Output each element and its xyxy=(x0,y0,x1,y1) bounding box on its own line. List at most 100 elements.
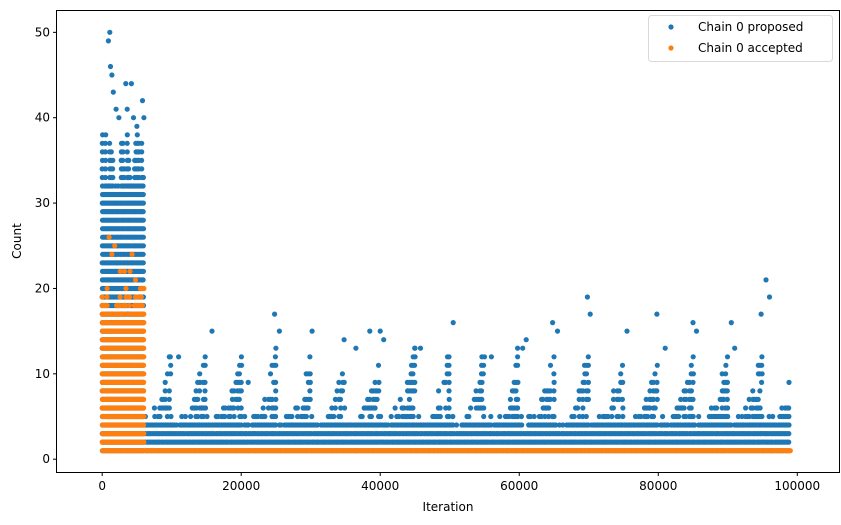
proposed-point xyxy=(245,422,251,428)
proposed-point xyxy=(412,362,418,368)
proposed-point xyxy=(654,311,660,317)
proposed-point xyxy=(107,29,113,35)
proposed-point xyxy=(368,413,374,420)
proposed-point xyxy=(374,396,380,402)
proposed-point xyxy=(141,115,147,121)
accepted-point xyxy=(132,277,139,283)
proposed-point xyxy=(446,362,452,368)
proposed-point xyxy=(436,388,442,394)
proposed-point xyxy=(162,379,168,385)
proposed-point xyxy=(515,379,521,385)
proposed-point xyxy=(222,413,228,420)
proposed-point xyxy=(446,354,452,360)
proposed-point xyxy=(735,413,742,420)
accepted-point xyxy=(141,431,147,437)
accepted-point xyxy=(141,422,147,428)
accepted-point xyxy=(141,337,147,343)
proposed-point xyxy=(478,388,485,394)
proposed-point xyxy=(273,405,279,411)
proposed-point xyxy=(140,226,147,232)
accepted-point xyxy=(141,311,147,317)
accepted-point xyxy=(99,294,105,300)
proposed-point xyxy=(609,413,615,420)
proposed-point xyxy=(786,422,792,428)
proposed-point xyxy=(127,174,133,181)
proposed-point xyxy=(580,396,586,402)
proposed-point xyxy=(585,362,592,368)
proposed-point xyxy=(406,396,412,402)
proposed-point xyxy=(650,396,657,402)
proposed-point xyxy=(690,413,696,420)
proposed-point xyxy=(305,405,311,411)
proposed-point xyxy=(546,413,552,420)
proposed-point xyxy=(647,405,653,411)
proposed-point xyxy=(446,396,452,402)
proposed-point xyxy=(273,379,279,385)
proposed-point xyxy=(652,371,658,377)
proposed-point xyxy=(638,413,644,420)
proposed-point xyxy=(531,413,537,420)
proposed-point xyxy=(202,396,208,402)
proposed-point xyxy=(554,328,561,334)
proposed-point xyxy=(314,422,320,428)
proposed-point xyxy=(139,140,145,146)
proposed-point xyxy=(580,413,586,420)
proposed-point xyxy=(759,371,765,377)
proposed-point xyxy=(481,413,487,420)
proposed-point xyxy=(786,439,792,445)
proposed-point xyxy=(538,413,544,420)
legend: Chain 0 proposed Chain 0 accepted xyxy=(648,15,833,62)
proposed-point xyxy=(513,388,519,394)
legend-label-accepted: Chain 0 accepted xyxy=(698,41,803,55)
proposed-point xyxy=(376,388,382,394)
proposed-point xyxy=(446,388,452,394)
proposed-point xyxy=(107,140,113,146)
proposed-point xyxy=(610,396,617,402)
x-tick-label-0: 0 xyxy=(98,479,106,493)
proposed-point xyxy=(202,388,208,394)
proposed-point xyxy=(388,413,394,420)
proposed-point xyxy=(757,405,763,411)
proposed-point xyxy=(714,405,720,411)
proposed-point xyxy=(723,371,729,377)
proposed-point xyxy=(750,388,756,394)
proposed-point xyxy=(515,396,521,402)
proposed-point xyxy=(446,379,452,385)
proposed-point xyxy=(755,396,761,402)
proposed-point xyxy=(763,277,769,283)
accepted-point xyxy=(141,371,147,377)
proposed-point xyxy=(553,422,559,428)
proposed-point xyxy=(571,413,577,420)
proposed-point xyxy=(124,149,130,155)
proposed-point xyxy=(652,405,658,411)
x-tick-label-1: 20000 xyxy=(222,479,260,493)
proposed-point xyxy=(231,413,237,420)
accepted-point xyxy=(141,345,147,351)
proposed-point xyxy=(696,413,702,420)
proposed-point xyxy=(507,396,513,402)
accepted-point xyxy=(141,388,147,394)
proposed-point xyxy=(196,388,203,394)
proposed-point xyxy=(195,413,201,420)
proposed-point xyxy=(289,413,295,420)
proposed-point xyxy=(437,413,443,420)
proposed-point xyxy=(724,396,730,402)
proposed-point xyxy=(758,311,764,317)
proposed-point xyxy=(140,183,146,189)
proposed-point xyxy=(759,413,765,420)
proposed-point xyxy=(453,422,460,428)
proposed-point xyxy=(582,379,588,385)
proposed-point xyxy=(294,405,300,411)
proposed-point xyxy=(560,422,566,428)
proposed-point xyxy=(611,388,617,394)
accepted-point xyxy=(139,302,145,309)
accepted-point xyxy=(112,243,118,249)
proposed-point xyxy=(102,149,108,155)
proposed-point xyxy=(342,405,348,411)
proposed-point xyxy=(124,140,130,146)
proposed-point xyxy=(479,396,485,402)
proposed-point xyxy=(654,396,660,402)
proposed-point xyxy=(518,413,525,420)
proposed-point xyxy=(140,260,146,266)
proposed-point xyxy=(650,413,657,420)
